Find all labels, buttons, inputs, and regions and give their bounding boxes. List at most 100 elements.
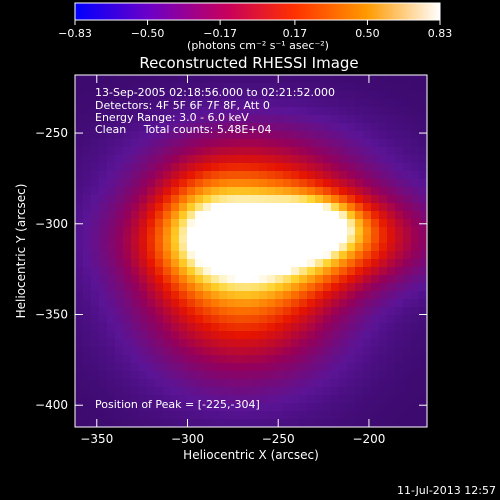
heatmap-cell xyxy=(315,395,324,404)
heatmap-cell xyxy=(379,155,388,164)
heatmap-cell xyxy=(347,315,356,324)
heatmap-cell xyxy=(331,195,340,204)
heatmap-cell xyxy=(403,99,412,108)
heatmap-cell xyxy=(331,219,340,228)
heatmap-cell xyxy=(83,379,92,388)
heatmap-cell xyxy=(363,131,372,140)
heatmap-cell xyxy=(131,131,140,140)
heatmap-cell xyxy=(83,131,92,140)
heatmap-cell xyxy=(379,195,388,204)
heatmap-cell xyxy=(251,411,260,420)
heatmap-cell xyxy=(131,91,140,100)
heatmap-cell xyxy=(371,219,380,228)
heatmap-cell xyxy=(99,395,108,404)
heatmap-cell xyxy=(315,243,324,252)
heatmap-cell xyxy=(123,403,132,412)
heatmap-cell xyxy=(379,227,388,236)
heatmap-cell xyxy=(219,307,228,316)
heatmap-cell xyxy=(107,371,116,380)
heatmap-cell xyxy=(99,355,108,364)
heatmap-cell xyxy=(171,91,180,100)
heatmap-cell xyxy=(323,235,332,244)
heatmap-cell xyxy=(259,283,268,292)
heatmap-cell xyxy=(83,267,92,276)
heatmap-cell xyxy=(195,139,204,148)
heatmap-cell xyxy=(395,91,404,100)
heatmap-cell xyxy=(187,187,196,196)
heatmap-cell xyxy=(411,291,420,300)
heatmap-cell xyxy=(203,131,212,140)
heatmap-cell xyxy=(99,115,108,124)
heatmap-cell xyxy=(139,123,148,132)
y-axis-label: Heliocentric Y (arcsec) xyxy=(14,184,28,319)
heatmap-cell xyxy=(299,307,308,316)
heatmap-cell xyxy=(331,155,340,164)
heatmap-cell xyxy=(307,155,316,164)
heatmap-cell xyxy=(115,235,124,244)
heatmap-cell xyxy=(75,131,84,140)
heatmap-cell xyxy=(227,379,236,388)
heatmap-cell xyxy=(235,299,244,308)
heatmap-cell xyxy=(107,195,116,204)
heatmap-cell xyxy=(347,291,356,300)
heatmap-cell xyxy=(251,395,260,404)
heatmap-cell xyxy=(203,211,212,220)
heatmap-cell xyxy=(139,395,148,404)
heatmap-cell xyxy=(123,371,132,380)
heatmap-cell xyxy=(139,83,148,92)
heatmap-cell xyxy=(163,115,172,124)
heatmap-cell xyxy=(99,419,108,428)
heatmap-cell xyxy=(299,275,308,284)
heatmap-cell xyxy=(259,379,268,388)
heatmap-cell xyxy=(387,411,396,420)
heatmap-cell xyxy=(387,355,396,364)
heatmap-cell xyxy=(147,307,156,316)
heatmap-cell xyxy=(139,339,148,348)
heatmap-cell xyxy=(315,115,324,124)
heatmap-cell xyxy=(379,355,388,364)
heatmap-cell xyxy=(235,259,244,268)
heatmap-cell xyxy=(339,131,348,140)
heatmap-cell xyxy=(99,371,108,380)
heatmap-cell xyxy=(91,419,100,428)
heatmap-cell xyxy=(291,267,300,276)
heatmap-cell xyxy=(267,155,276,164)
heatmap-cell xyxy=(403,179,412,188)
heatmap-cell xyxy=(403,259,412,268)
heatmap-cell xyxy=(371,419,380,428)
heatmap-cell xyxy=(419,171,428,180)
heatmap-cell xyxy=(315,307,324,316)
heatmap-cell xyxy=(179,395,188,404)
heatmap-cell xyxy=(251,419,260,428)
heatmap-cell xyxy=(251,123,260,132)
heatmap-cell xyxy=(395,131,404,140)
heatmap-cell xyxy=(371,379,380,388)
heatmap-cell xyxy=(339,315,348,324)
heatmap-cell xyxy=(235,171,244,180)
heatmap-cell xyxy=(219,283,228,292)
heatmap-cell xyxy=(331,83,340,92)
heatmap-cell xyxy=(259,147,268,156)
heatmap-cell xyxy=(339,227,348,236)
heatmap-cell xyxy=(403,339,412,348)
heatmap-cell xyxy=(411,243,420,252)
heatmap-cell xyxy=(179,91,188,100)
heatmap-cell xyxy=(107,291,116,300)
heatmap-cell xyxy=(107,395,116,404)
heatmap-cell xyxy=(251,331,260,340)
heatmap-cell xyxy=(195,91,204,100)
heatmap-cell xyxy=(139,91,148,100)
heatmap-cell xyxy=(283,211,292,220)
heatmap-cell xyxy=(179,339,188,348)
heatmap-cell xyxy=(83,91,92,100)
heatmap-cell xyxy=(123,331,132,340)
heatmap-cell xyxy=(243,379,252,388)
y-tick-label: −250 xyxy=(35,126,68,140)
heatmap-cell xyxy=(147,275,156,284)
heatmap-cell xyxy=(171,259,180,268)
heatmap-cell xyxy=(387,75,396,84)
heatmap-cell xyxy=(283,411,292,420)
heatmap-cell xyxy=(235,283,244,292)
heatmap-cell xyxy=(243,419,252,428)
